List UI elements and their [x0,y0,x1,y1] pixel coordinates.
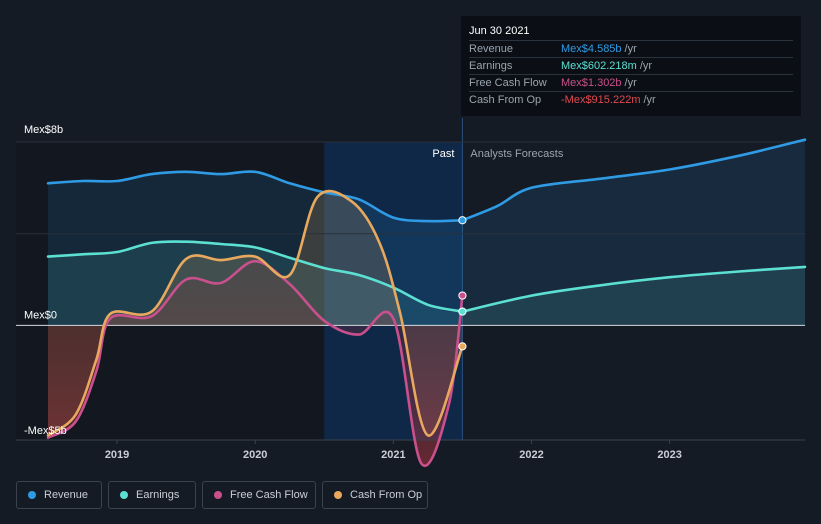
tooltip-row: Earnings Mex$602.218m/yr [469,57,793,74]
tooltip-row: Free Cash Flow Mex$1.302b/yr [469,74,793,91]
x-tick-label: 2022 [519,449,543,461]
tooltip-row-value: Mex$4.585b/yr [561,43,637,55]
legend-label: Revenue [44,489,89,501]
x-tick-label: 2020 [243,449,267,461]
tooltip-row-value: Mex$602.218m/yr [561,60,653,72]
tooltip-row-label: Free Cash Flow [469,77,547,89]
past-label: Past [432,148,454,160]
legend-dot-icon [120,491,128,499]
tooltip-row-label: Earnings [469,60,513,72]
earnings-forecast-line [461,265,807,313]
y-label-bottom: -Mex$5b [24,425,67,437]
legend-item-earnings[interactable]: Earnings [108,481,196,509]
tooltip-row: Revenue Mex$4.585b/yr [469,40,793,57]
y-label-zero: Mex$0 [24,309,57,321]
tooltip-row-value: Mex$1.302b/yr [561,77,637,89]
legend-item-free-cash-flow[interactable]: Free Cash Flow [202,481,316,509]
tooltip: Jun 30 2021 Revenue Mex$4.585b/yr Earnings… [461,16,801,116]
legend-label: Earnings [136,489,180,501]
tooltip-row-value: -Mex$915.222m/yr [561,94,656,106]
cash-from-op-point [458,342,467,351]
x-tick-label: 2019 [105,449,129,461]
legend-dot-icon [214,491,222,499]
cash-from-op-line [46,189,464,437]
legend-label: Cash From Op [350,489,423,501]
tooltip-row-unit: /yr [639,60,653,72]
free-cash-flow-area [48,261,463,466]
chart: Mex$8b Mex$0 -Mex$5b Past Analysts Forecasts… [16,118,807,467]
forecast-label: Analysts Forecasts [470,148,563,160]
tooltip-row-unit: /yr [624,43,637,55]
revenue-forecast-line [461,138,807,222]
legend-dot-icon [28,491,36,499]
tooltip-row: Cash From Op -Mex$915.222m/yr [469,91,793,108]
revenue-point [458,216,467,225]
revenue-line [46,170,464,223]
tooltip-row-unit: /yr [643,94,656,106]
legend-item-cash-from-op[interactable]: Cash From Op [322,481,428,509]
y-label-top: Mex$8b [24,124,63,136]
x-tick-label: 2023 [657,449,681,461]
tooltip-row-label: Revenue [469,43,514,55]
tooltip-row-unit: /yr [624,77,637,89]
x-tick-label: 2021 [381,449,405,461]
legend-item-revenue[interactable]: Revenue [16,481,102,509]
free-cash-flow-point [458,291,467,300]
legend-dot-icon [334,491,342,499]
tooltip-date: Jun 30 2021 [469,25,530,37]
tooltip-row-label: Cash From Op [469,94,542,106]
legend-label: Free Cash Flow [230,489,308,501]
earnings-point [458,307,467,316]
